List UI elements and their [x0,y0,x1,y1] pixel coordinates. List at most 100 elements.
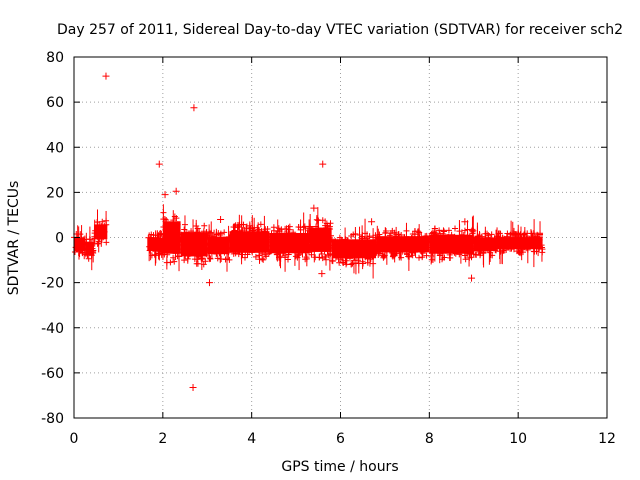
data-point [280,240,287,247]
data-point [94,234,101,241]
x-tick-label: 0 [70,431,79,447]
data-point [285,256,292,263]
data-point [300,241,307,248]
data-point [395,241,402,248]
data-point [206,254,213,261]
outlier-point [172,187,180,195]
data-point [236,231,243,238]
data-point [282,225,289,232]
data-point [180,250,187,257]
outlier-point [310,204,318,212]
data-point [151,242,158,249]
data-point [181,226,188,233]
data-point [181,251,188,258]
data-point [444,234,451,241]
data-point [441,228,448,235]
y-tick-label: 20 [46,185,64,201]
data-point [468,227,475,234]
data-point [242,240,249,247]
data-point [90,250,97,257]
data-point [161,251,168,258]
data-point [242,248,249,255]
y-tick-label: -40 [41,321,64,337]
data-point [448,231,455,238]
data-point [436,227,443,234]
data-point [464,251,471,258]
data-point [508,242,515,249]
data-point [482,239,489,246]
data-point [266,248,273,255]
data-point [513,248,520,255]
outlier-point [205,279,213,287]
data-point [521,239,528,246]
data-point [403,250,410,257]
data-point [504,230,511,237]
data-point [223,236,230,243]
data-point [382,246,389,253]
data-point [366,233,373,240]
x-tick-label: 8 [425,431,434,447]
data-point [452,250,459,257]
y-tick-label: -20 [41,276,64,292]
data-point [488,231,495,238]
data-point [423,244,430,251]
data-point [288,241,295,248]
data-point [193,256,200,263]
data-point [452,225,459,232]
data-point [441,238,448,245]
data-point [235,251,242,258]
data-point [476,237,483,244]
data-point [475,248,482,255]
data-point [514,232,521,239]
y-tick-label: 40 [46,140,64,156]
data-point [503,247,510,254]
data-point [200,261,207,268]
outlier-point [319,160,327,168]
data-point [503,233,510,240]
data-point [523,245,530,252]
x-tick-label: 2 [158,431,167,447]
data-point [213,239,220,246]
data-point [499,237,506,244]
data-point [233,237,240,244]
data-point [101,222,108,229]
data-point [533,248,540,255]
data-point [214,250,221,257]
data-point [178,241,185,248]
data-point [479,241,486,248]
data-point [221,229,228,236]
data-point [398,232,405,239]
data-point [308,251,315,258]
data-point [391,251,398,258]
data-point [160,209,167,216]
data-point [537,230,544,237]
data-points [71,72,546,392]
data-point [216,246,223,253]
data-point [183,238,190,245]
data-point [308,226,315,233]
data-point [163,230,170,237]
data-point [321,253,328,260]
data-point [441,254,448,261]
data-point [431,237,438,244]
data-point [419,250,426,257]
data-point [179,234,186,241]
data-point [507,231,514,238]
data-point [339,259,346,266]
data-point [469,230,476,237]
data-point [250,234,257,241]
data-point [173,227,180,234]
data-point [353,252,360,259]
data-point [103,239,110,246]
data-point [292,253,299,260]
outlier-point [461,218,469,226]
data-point [478,233,485,240]
data-point [243,225,250,232]
data-point [80,236,87,243]
data-point [259,250,266,257]
data-point [274,238,281,245]
data-point [258,242,265,249]
data-point [151,251,158,258]
data-point [286,226,293,233]
